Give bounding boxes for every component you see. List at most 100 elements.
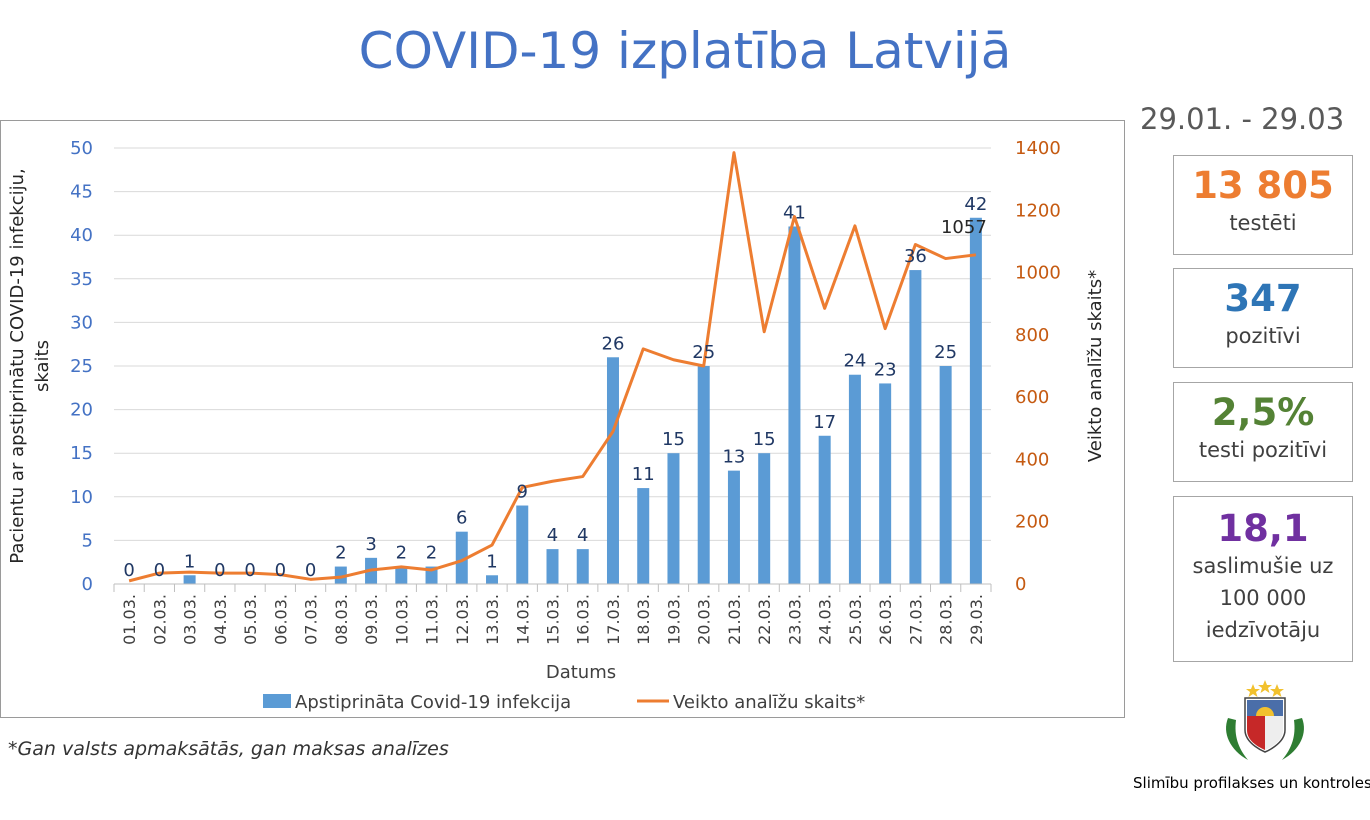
- x-tick-label: 28.03.: [937, 594, 956, 645]
- bar-data-label: 24: [843, 351, 866, 372]
- bar-data-label: 0: [123, 560, 134, 581]
- y-left-tick-label: 30: [70, 312, 93, 333]
- bar: [606, 357, 619, 584]
- y-right-tick-label: 1200: [1015, 200, 1061, 221]
- x-tick-label: 14.03.: [513, 594, 532, 645]
- bar-data-label: 13: [722, 447, 745, 468]
- bar-data-label: 1: [486, 551, 497, 572]
- y-left-tick-label: 10: [70, 487, 93, 508]
- bar: [395, 566, 408, 584]
- bar: [576, 549, 589, 584]
- bar: [637, 488, 650, 584]
- bar: [334, 566, 347, 584]
- y-left-tick-label: 35: [70, 269, 93, 290]
- y-left-tick-label: 25: [70, 356, 93, 377]
- x-tick-label: 05.03.: [241, 594, 260, 645]
- bar-data-label: 42: [964, 194, 987, 215]
- page-title: COVID-19 izplatība Latvijā: [358, 22, 1012, 80]
- y-left-tick-label: 0: [82, 574, 93, 595]
- x-tick-label: 10.03.: [392, 594, 411, 645]
- bar-data-label: 15: [753, 429, 776, 450]
- bar-data-label: 1: [184, 551, 195, 572]
- stat-box-positive: 347 pozitīvi: [1173, 268, 1353, 368]
- footnote: *Gan valsts apmaksātās, gan maksas analī…: [8, 738, 449, 760]
- stat-value: 347: [1224, 277, 1302, 320]
- y-left-tick-label: 45: [70, 182, 93, 203]
- stat-label: pozitīvi: [1225, 324, 1301, 348]
- bar-data-label: 15: [662, 429, 685, 450]
- y-right-axis-title: Veikto analīžu skaits*: [1085, 270, 1106, 462]
- y-left-tick-label: 5: [82, 530, 93, 551]
- chart-container: 0 5 10 15 20 25 30 35 40 45 50 0 200 400 600 800 1000 120…: [0, 120, 1125, 718]
- analyses-line: [128, 151, 977, 583]
- stat-value: 18,1: [1217, 507, 1309, 550]
- x-tick-label: 01.03.: [120, 594, 139, 645]
- bar-data-label: 25: [934, 342, 957, 363]
- y-right-tick-label: 1400: [1015, 138, 1061, 159]
- bar-data-label: 2: [335, 543, 346, 564]
- combo-chart: 0510152025303540455002004006008001000120…: [7, 138, 1106, 713]
- bar-data-label: 0: [154, 560, 165, 581]
- x-tick-label: 24.03.: [816, 594, 835, 645]
- y-left-tick-label: 15: [70, 443, 93, 464]
- x-tick-label: 04.03.: [211, 594, 230, 645]
- stat-box-tested: 13 805 testēti: [1173, 155, 1353, 255]
- x-tick-label: 18.03.: [634, 594, 653, 645]
- y-right-tick-label: 400: [1015, 449, 1049, 470]
- x-tick-label: 06.03.: [271, 594, 290, 645]
- bar: [667, 453, 680, 584]
- x-tick-label: 20.03.: [695, 594, 714, 645]
- x-tick-label: 21.03.: [725, 594, 744, 645]
- y-right-tick-label: 800: [1015, 325, 1049, 346]
- y-right-tick-label: 1000: [1015, 263, 1061, 284]
- bar-data-label: 2: [396, 543, 407, 564]
- stat-value: 2,5%: [1211, 391, 1315, 434]
- x-tick-label: 11.03.: [423, 594, 442, 645]
- x-tick-label: 27.03.: [906, 594, 925, 645]
- x-tick-label: 07.03.: [302, 594, 321, 645]
- bar-data-label: 0: [305, 560, 316, 581]
- x-tick-label: 09.03.: [362, 594, 381, 645]
- bar: [455, 531, 468, 584]
- bar-data-label: 2: [426, 543, 437, 564]
- bar-data-label: 11: [632, 464, 655, 485]
- x-axis-title: Datums: [546, 662, 616, 683]
- bar: [939, 366, 952, 584]
- legend-label-line: Veikto analīžu skaits*: [673, 692, 865, 713]
- y-left-axis-title-line1: Pacientu ar apstiprinātu COVID-19 infekc…: [7, 168, 28, 563]
- bar-data-label: 6: [456, 508, 467, 529]
- x-tick-label: 23.03.: [785, 594, 804, 645]
- bar: [788, 226, 801, 584]
- stat-box-positive-rate: 2,5% testi pozitīvi: [1173, 382, 1353, 482]
- bar-data-label: 0: [244, 560, 255, 581]
- bar: [727, 470, 740, 584]
- bar: [909, 270, 922, 584]
- stat-label: saslimušie uz 100 000 iedzīvotāju: [1192, 554, 1334, 642]
- y-right-tick-label: 600: [1015, 387, 1049, 408]
- x-tick-label: 03.03.: [181, 594, 200, 645]
- line-data-label: 1057: [941, 217, 987, 238]
- x-tick-label: 17.03.: [604, 594, 623, 645]
- legend-swatch-bar: [263, 694, 291, 708]
- bar: [848, 374, 861, 584]
- stat-label: testēti: [1229, 211, 1297, 235]
- bar: [879, 383, 892, 584]
- x-tick-label: 12.03.: [453, 594, 472, 645]
- y-left-tick-label: 50: [70, 138, 93, 159]
- bar-data-label: 23: [874, 359, 897, 380]
- x-tick-label: 19.03.: [664, 594, 683, 645]
- stat-value: 13 805: [1192, 164, 1334, 207]
- y-left-tick-label: 40: [70, 225, 93, 246]
- stat-label: testi pozitīvi: [1198, 438, 1328, 462]
- bar-data-label: 4: [547, 525, 558, 546]
- bar-data-label: 26: [602, 333, 625, 354]
- x-tick-label: 15.03.: [544, 594, 563, 645]
- x-tick-label: 26.03.: [876, 594, 895, 645]
- bar-data-label: 25: [692, 342, 715, 363]
- bar: [486, 575, 499, 584]
- bar: [697, 366, 710, 584]
- x-tick-label: 22.03.: [755, 594, 774, 645]
- bar-data-label: 9: [517, 482, 528, 503]
- date-range: 29.01. - 29.03: [1140, 102, 1345, 136]
- bar: [546, 549, 559, 584]
